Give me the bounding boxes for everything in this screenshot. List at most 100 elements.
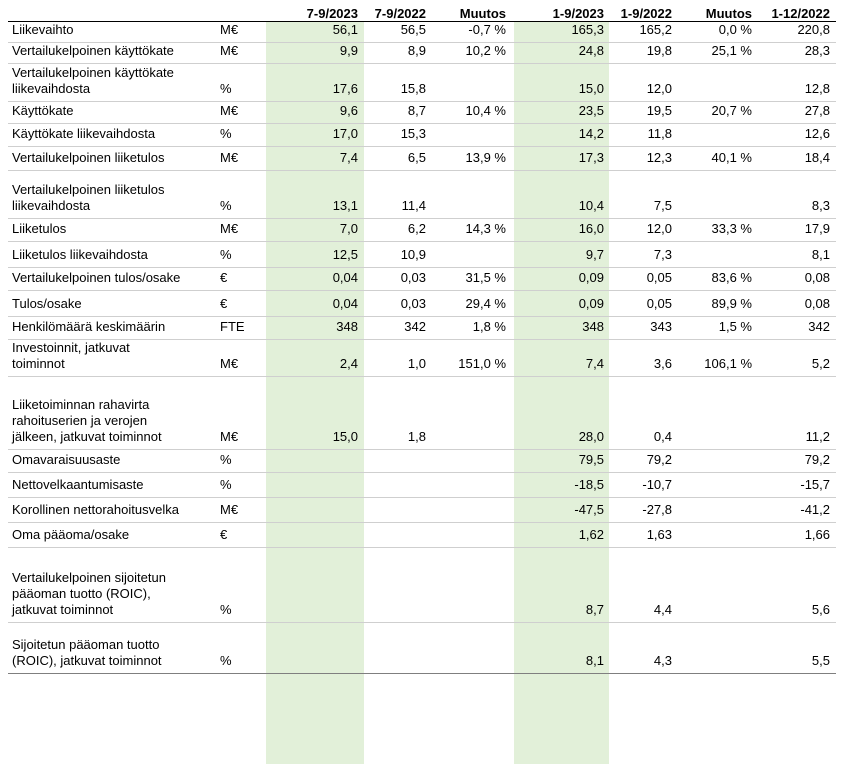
header-label xyxy=(8,0,220,22)
row-label: Korollinen nettorahoitusvelka xyxy=(8,497,220,523)
value-1-9-2023: 348 xyxy=(512,316,610,340)
value-1-9-2022: 1,63 xyxy=(610,522,678,548)
value-change-q3 xyxy=(432,241,512,268)
value-1-12-2022: 342 xyxy=(758,316,836,340)
header-7-9-2023: 7-9/2023 xyxy=(266,0,364,22)
value-change-ytd xyxy=(678,170,758,219)
row-label: Käyttökate liikevaihdosta xyxy=(8,123,220,147)
row-unit: % xyxy=(220,241,266,268)
value-change-q3: 13,9 % xyxy=(432,146,512,171)
value-1-9-2022: 11,8 xyxy=(610,123,678,147)
value-change-ytd: 1,5 % xyxy=(678,316,758,340)
row-unit: % xyxy=(220,123,266,147)
value-1-12-2022: 5,2 xyxy=(758,339,836,377)
value-change-q3 xyxy=(432,170,512,219)
row-label: Omavaraisuusaste xyxy=(8,449,220,473)
header-1-12-2022: 1-12/2022 xyxy=(758,0,836,22)
value-1-9-2023: 1,62 xyxy=(512,522,610,548)
row-unit: % xyxy=(220,472,266,498)
row-unit: M€ xyxy=(220,146,266,171)
value-1-12-2022: 79,2 xyxy=(758,449,836,473)
value-1-9-2022: 4,3 xyxy=(610,622,678,674)
row-label: Nettovelkaantumisaste xyxy=(8,472,220,498)
value-1-9-2022: 19,5 xyxy=(610,101,678,124)
value-7-9-2023: 15,0 xyxy=(266,376,364,450)
row-unit: M€ xyxy=(220,376,266,450)
value-1-9-2022: 12,3 xyxy=(610,146,678,171)
value-change-ytd xyxy=(678,241,758,268)
value-7-9-2023: 0,04 xyxy=(266,267,364,291)
row-label: Vertailukelpoinen liiketulos liikevaihdo… xyxy=(8,170,220,219)
row-label: Sijoitetun pääoman tuotto (ROIC), jatkuv… xyxy=(8,622,220,674)
value-change-ytd: 33,3 % xyxy=(678,218,758,242)
value-7-9-2022: 6,2 xyxy=(364,218,432,242)
value-1-9-2022: 79,2 xyxy=(610,449,678,473)
header-change-q3: Muutos xyxy=(432,0,512,22)
value-change-q3 xyxy=(432,123,512,147)
table-row: Käyttökate M€ 9,6 8,7 10,4 % 23,5 19,5 20,7 % 27… xyxy=(8,101,836,124)
value-change-q3 xyxy=(432,376,512,450)
value-change-q3 xyxy=(432,472,512,498)
value-7-9-2023: 12,5 xyxy=(266,241,364,268)
value-7-9-2022: 342 xyxy=(364,316,432,340)
table-row: Vertailukelpoinen tulos/osake €0,04 0,03 31… xyxy=(8,267,836,291)
value-1-12-2022: 1,66 xyxy=(758,522,836,548)
table-row: Nettovelkaantumisaste% -18,5 -10,7 -15,7 xyxy=(8,472,836,498)
row-unit: M€ xyxy=(220,218,266,242)
value-change-q3: 31,5 % xyxy=(432,267,512,291)
table-row: Liikevaihto M€ 56,1 56,5 -0,7 % 165,3 165,2 0,0… xyxy=(8,21,836,43)
value-change-q3 xyxy=(432,63,512,102)
value-1-9-2023: -18,5 xyxy=(512,472,610,498)
table-row: Investoinnit, jatkuvat toiminnot M€ 2,4 1,0… xyxy=(8,339,836,377)
table-row: Liiketulos M€ 7,0 6,2 14,3 % 16,0 12,0 33,3 % 17… xyxy=(8,218,836,242)
row-label: Oma pääoma/osake xyxy=(8,522,220,548)
value-7-9-2023 xyxy=(266,522,364,548)
value-change-ytd xyxy=(678,376,758,450)
row-unit: M€ xyxy=(220,497,266,523)
value-7-9-2022: 8,9 xyxy=(364,42,432,64)
value-7-9-2023: 13,1 xyxy=(266,170,364,219)
row-unit: M€ xyxy=(220,101,266,124)
row-label: Vertailukelpoinen käyttökate xyxy=(8,42,220,64)
value-7-9-2022 xyxy=(364,622,432,674)
value-change-q3: 14,3 % xyxy=(432,218,512,242)
value-7-9-2023: 9,6 xyxy=(266,101,364,124)
value-change-q3 xyxy=(432,449,512,473)
value-7-9-2023: 7,4 xyxy=(266,146,364,171)
header-row: 7-9/2023 7-9/2022 Muutos 1-9/2023 1-9/20… xyxy=(8,0,836,22)
value-7-9-2022: 8,7 xyxy=(364,101,432,124)
row-label: Käyttökate xyxy=(8,101,220,124)
row-unit: % xyxy=(220,547,266,623)
value-1-9-2022: 0,05 xyxy=(610,290,678,317)
row-label: Vertailukelpoinen sijoitetun pääoman tuo… xyxy=(8,547,220,623)
header-change-ytd: Muutos xyxy=(678,0,758,22)
value-1-9-2023: 23,5 xyxy=(512,101,610,124)
row-label: Liiketoiminnan rahavirta rahoituserien j… xyxy=(8,376,220,450)
value-1-9-2022: 19,8 xyxy=(610,42,678,64)
row-label: Vertailukelpoinen liiketulos xyxy=(8,146,220,171)
value-1-9-2022: 7,3 xyxy=(610,241,678,268)
table-row: Liiketulos liikevaihdosta% 12,5 10,9 9,7 7,3… xyxy=(8,241,836,268)
value-1-9-2023: 165,3 xyxy=(512,21,610,43)
row-label: Liikevaihto xyxy=(8,21,220,43)
header-7-9-2022: 7-9/2022 xyxy=(364,0,432,22)
value-7-9-2022: 15,8 xyxy=(364,63,432,102)
value-7-9-2022 xyxy=(364,472,432,498)
value-1-12-2022: 8,3 xyxy=(758,170,836,219)
value-1-9-2023: 79,5 xyxy=(512,449,610,473)
value-change-ytd: 20,7 % xyxy=(678,101,758,124)
value-7-9-2022: 1,0 xyxy=(364,339,432,377)
table-row: Vertailukelpoinen liiketulos M€ 7,4 6,5 13,9… xyxy=(8,146,836,171)
row-unit: € xyxy=(220,522,266,548)
value-1-12-2022: 0,08 xyxy=(758,290,836,317)
value-change-ytd xyxy=(678,63,758,102)
value-7-9-2022: 10,9 xyxy=(364,241,432,268)
value-1-9-2022: 4,4 xyxy=(610,547,678,623)
value-7-9-2023: 9,9 xyxy=(266,42,364,64)
table-body: Liikevaihto M€ 56,1 56,5 -0,7 % 165,3 165,2 0,0… xyxy=(8,21,836,674)
key-figures-table: 7-9/2023 7-9/2022 Muutos 1-9/2023 1-9/20… xyxy=(8,0,836,674)
value-1-9-2022: -27,8 xyxy=(610,497,678,523)
row-unit: % xyxy=(220,170,266,219)
value-1-9-2023: 15,0 xyxy=(512,63,610,102)
value-1-9-2023: 8,7 xyxy=(512,547,610,623)
